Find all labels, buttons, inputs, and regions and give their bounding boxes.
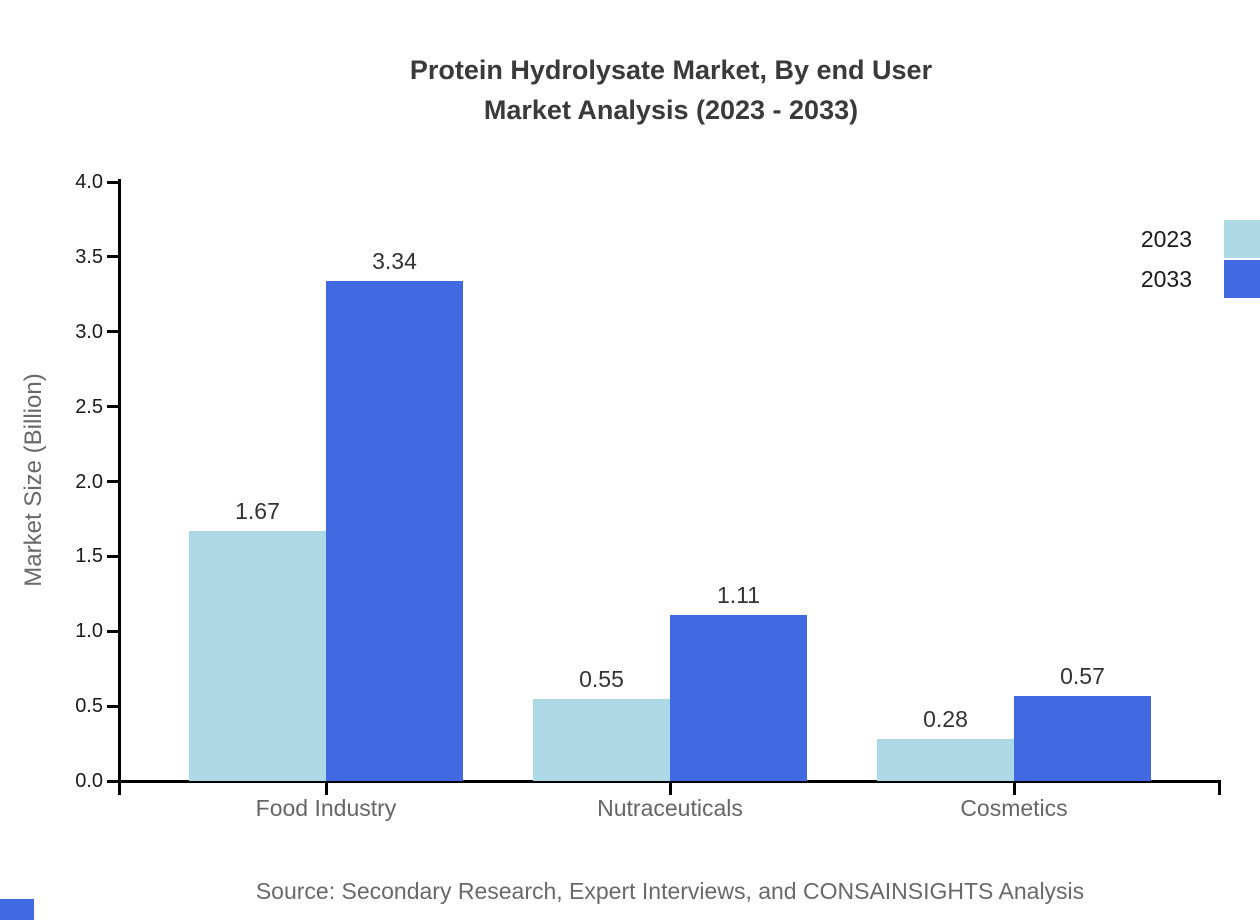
y-tick-label: 3.5 (75, 245, 103, 268)
y-tick (107, 405, 121, 409)
bar-2023 (533, 698, 670, 781)
y-tick-label: 0.5 (75, 695, 103, 718)
y-tick-label: 1.0 (75, 620, 103, 643)
bar-value-label: 1.11 (716, 581, 761, 608)
x-axis-endcap (1218, 781, 1221, 795)
bar-2033 (1014, 695, 1151, 781)
y-tick (107, 255, 121, 259)
chart-title-line1: Protein Hydrolysate Market, By end User (409, 55, 933, 85)
x-category-label: Nutraceuticals (597, 795, 743, 821)
y-tick-label: 0.0 (75, 770, 103, 792)
x-category-label: Food Industry (255, 795, 397, 821)
legend-label-2023: 2023 (1140, 226, 1192, 252)
y-tick (107, 779, 121, 783)
bar-value-label: 0.55 (579, 665, 624, 692)
x-category-label: Cosmetics (960, 795, 1068, 821)
bar-2023 (189, 530, 326, 781)
y-tick-label: 3.0 (75, 320, 103, 343)
y-tick-label: 1.5 (75, 545, 103, 568)
y-tick (107, 330, 121, 334)
x-tick (1012, 781, 1016, 795)
bar-value-label: 0.28 (923, 706, 968, 733)
source-attribution: Source: Secondary Research, Expert Inter… (255, 878, 1085, 904)
y-tick (107, 704, 121, 708)
y-axis-line (118, 179, 121, 795)
y-tick-label: 4.0 (75, 171, 103, 193)
bar-2033 (670, 614, 807, 781)
y-tick (107, 554, 121, 558)
x-axis-line (107, 780, 1221, 783)
legend-label-2033: 2033 (1140, 266, 1192, 292)
x-tick (668, 781, 672, 795)
y-tick-label: 2.0 (75, 470, 103, 493)
bar-value-label: 0.57 (1060, 662, 1105, 689)
chart-title: Protein Hydrolysate Market, By end User … (82, 50, 1260, 130)
bar-2033 (326, 280, 463, 781)
bar-value-label: 1.67 (235, 497, 280, 524)
legend-swatch-2033 (1224, 260, 1260, 298)
y-tick (107, 480, 121, 483)
y-tick (107, 180, 121, 184)
y-tick (107, 629, 121, 633)
chart-title-line2: Market Analysis (2023 - 2033) (483, 95, 859, 125)
bar-2023 (877, 739, 1014, 781)
y-tick-label: 2.5 (75, 395, 103, 418)
x-tick (324, 781, 328, 795)
brand-corner-mark (0, 899, 34, 920)
legend-swatch-2023 (1224, 220, 1260, 258)
bar-value-label: 3.34 (372, 247, 417, 274)
